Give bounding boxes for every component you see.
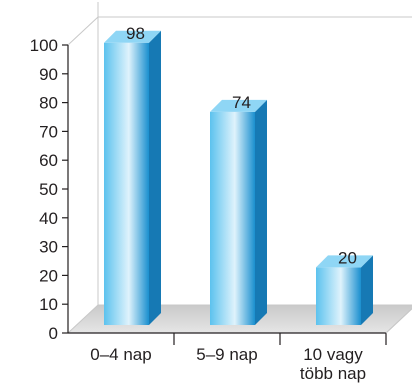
bar-value-label: 74 xyxy=(232,93,251,112)
bar-top xyxy=(210,99,267,112)
y-axis: 0 10 20 30 40 50 60 70 80 90 100 xyxy=(30,36,69,343)
floor-right-edge xyxy=(385,308,412,334)
bar-front xyxy=(210,111,255,325)
bar-top xyxy=(316,255,373,268)
bar-side xyxy=(149,30,161,325)
y-tick-label: 30 xyxy=(39,238,58,257)
bar-front xyxy=(104,42,149,325)
bar-group: 20 xyxy=(316,248,373,325)
y-tick-label: 90 xyxy=(39,65,58,84)
y-tick-label: 0 xyxy=(49,324,58,343)
x-category-label: 10 vagy több nap xyxy=(300,345,366,383)
x-category-label: 5–9 nap xyxy=(196,345,257,364)
bars: 98 74 20 xyxy=(104,24,373,325)
y-tick-label: 10 xyxy=(39,295,58,314)
bar-front xyxy=(316,267,361,325)
bar-side xyxy=(255,99,267,325)
x-category-label-line: 10 vagy xyxy=(303,345,363,364)
bar-group: 98 xyxy=(104,24,161,325)
x-category-label: 0–4 nap xyxy=(90,345,151,364)
bar-value-label: 20 xyxy=(338,248,357,267)
y-tick-label: 50 xyxy=(39,180,58,199)
y-tick-label: 40 xyxy=(39,209,58,228)
x-category-label-line: 5–9 nap xyxy=(196,345,257,364)
side-wall-top-edge xyxy=(67,16,99,46)
bar-side xyxy=(361,255,373,325)
y-tick-label: 80 xyxy=(39,94,58,113)
x-category-label-line: több nap xyxy=(300,364,366,383)
bar-group: 74 xyxy=(210,93,267,325)
bar-top xyxy=(104,30,161,43)
bar-value-label: 98 xyxy=(126,24,145,43)
y-tick-label: 60 xyxy=(39,151,58,170)
y-tick-label: 70 xyxy=(39,122,58,141)
y-tick-label: 100 xyxy=(30,36,58,55)
x-category-label-line: 0–4 nap xyxy=(90,345,151,364)
x-axis: 0–4 nap 5–9 nap 10 vagy több nap xyxy=(68,308,412,383)
y-tick-label: 20 xyxy=(39,266,58,285)
